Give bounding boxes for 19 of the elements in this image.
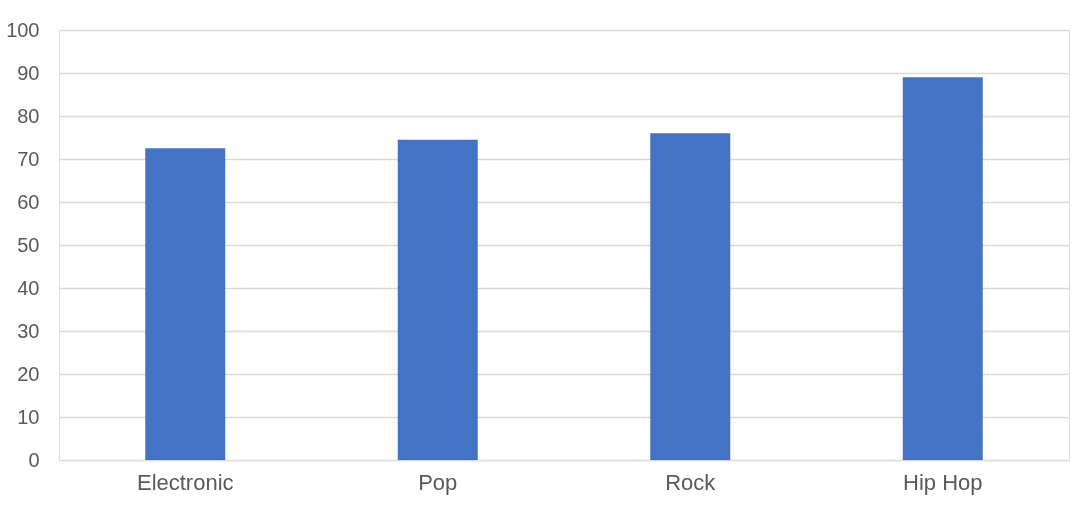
bar — [650, 133, 731, 460]
y-tick-label: 70 — [17, 147, 40, 170]
bar — [397, 139, 478, 460]
y-tick-label: 20 — [17, 362, 40, 385]
y-tick-label: 60 — [17, 190, 40, 213]
bar — [145, 148, 226, 460]
y-tick-label: 40 — [17, 276, 40, 299]
bar — [902, 77, 983, 460]
y-tick-label: 90 — [17, 61, 40, 84]
y-tick-label: 80 — [17, 104, 40, 127]
x-tick-label: Pop — [418, 469, 458, 495]
y-tick-label: 30 — [17, 319, 40, 342]
x-tick-label: Electronic — [136, 469, 234, 495]
x-tick-label: Hip Hop — [903, 469, 983, 495]
y-tick-label: 100 — [6, 18, 40, 41]
y-tick-label: 50 — [17, 233, 40, 256]
y-tick-label: 10 — [17, 405, 40, 428]
y-tick-label: 0 — [28, 448, 40, 471]
x-tick-label: Rock — [665, 469, 717, 495]
